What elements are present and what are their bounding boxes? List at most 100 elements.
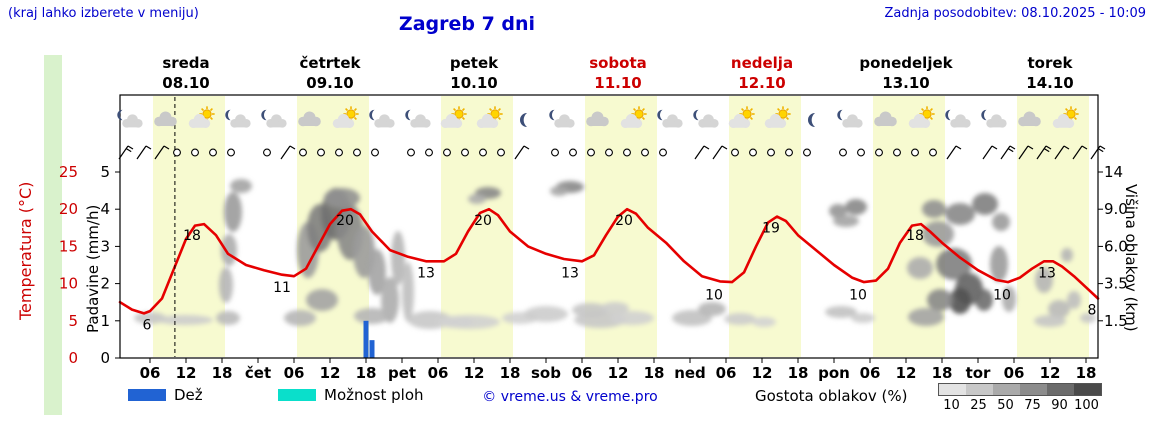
wind-calm-icon	[659, 148, 667, 157]
showers-swatch	[278, 389, 316, 401]
cloud-height-tick: 1.5	[1104, 312, 1128, 330]
wind-calm-icon	[605, 148, 613, 157]
hour-tick: 06	[284, 364, 305, 382]
wind-calm-icon	[767, 148, 775, 157]
density-value: 25	[970, 398, 987, 413]
day-abbr-tick: tor	[966, 364, 991, 382]
rain-bar	[363, 320, 369, 358]
cloud-cover-layer	[134, 179, 1096, 329]
wind-calm-icon	[317, 148, 325, 157]
density-swatch	[966, 384, 993, 395]
day-date[interactable]: 11.10	[594, 74, 641, 92]
density-value: 50	[997, 398, 1014, 413]
density-swatch	[1047, 384, 1074, 395]
hour-tick: 12	[608, 364, 629, 382]
wind-calm-icon	[857, 148, 865, 157]
wind-barb	[514, 145, 530, 160]
wind-barb	[1054, 145, 1070, 160]
wind-calm-icon	[191, 148, 199, 157]
moon-cloud-icon	[657, 109, 683, 128]
day-abbr-tick: čet	[245, 364, 271, 382]
cloud-icon	[154, 111, 177, 127]
wind-calm-icon	[263, 148, 271, 157]
temp-value-label: 13	[1038, 265, 1056, 281]
cloud-icon	[586, 111, 609, 127]
cloud-density-values: 10 25 50 75 90 100	[938, 398, 1100, 413]
wind-calm-icon	[839, 148, 847, 157]
wind-calm-icon	[227, 148, 235, 157]
day-date[interactable]: 13.10	[882, 74, 929, 92]
wind-calm-icon	[587, 148, 595, 157]
wind-calm-icon	[209, 148, 217, 157]
day-name[interactable]: četrtek	[300, 54, 362, 72]
hour-tick: 18	[500, 364, 521, 382]
cloud-icon	[298, 111, 321, 127]
cloud-icon	[874, 111, 897, 127]
temp-value-label: 20	[474, 213, 492, 229]
day-date[interactable]: 10.10	[450, 74, 497, 92]
wind-calm-icon	[497, 148, 505, 157]
day-name[interactable]: nedelja	[731, 54, 793, 72]
hour-tick: 06	[428, 364, 449, 382]
moon-cloud-icon	[261, 109, 287, 128]
wind-calm-icon	[749, 148, 757, 157]
cloud-height-tick: 6.0	[1104, 237, 1128, 255]
density-swatch	[993, 384, 1020, 395]
density-swatch	[1074, 384, 1101, 395]
hour-tick: 18	[932, 364, 953, 382]
day-name[interactable]: petek	[450, 54, 499, 72]
wind-calm-icon	[371, 148, 379, 157]
hour-tick: 06	[716, 364, 737, 382]
sun-cloud-icon	[620, 106, 647, 128]
wind-barb	[694, 145, 710, 160]
wind-calm-icon	[803, 148, 811, 157]
precip-tick: 4	[100, 200, 110, 218]
day-name[interactable]: torek	[1027, 54, 1073, 72]
temp-value-label: 10	[849, 288, 867, 304]
wind-barb	[712, 145, 728, 160]
day-abbr-tick: pon	[818, 364, 850, 382]
day-date[interactable]: 12.10	[738, 74, 785, 92]
wind-calm-icon	[479, 148, 487, 157]
moon-cloud-icon	[369, 109, 395, 128]
temperature-curve	[118, 207, 1100, 315]
copyright-link[interactable]: © vreme.us & vreme.pro	[482, 389, 658, 405]
temp-tick: 15	[59, 237, 78, 255]
temp-value-label: 6	[143, 317, 152, 333]
wind-calm-icon	[875, 148, 883, 157]
temp-tick: 25	[59, 163, 78, 181]
day-abbr-tick: pet	[388, 364, 416, 382]
temp-tick: 10	[59, 275, 78, 293]
wind-calm-icon	[623, 148, 631, 157]
sun-cloud-icon	[908, 106, 935, 128]
temp-tick: 0	[68, 349, 78, 367]
wind-calm-icon	[569, 148, 577, 157]
density-swatch	[939, 384, 966, 395]
hour-tick: 06	[140, 364, 161, 382]
day-date[interactable]: 08.10	[162, 74, 209, 92]
moon-cloud-icon	[945, 109, 971, 128]
daylight-band	[441, 96, 513, 357]
hour-tick: 12	[896, 364, 917, 382]
moon-cloud-icon	[405, 109, 431, 128]
moon-cloud-icon	[549, 109, 575, 128]
day-name[interactable]: sreda	[162, 54, 209, 72]
wind-calm-icon	[443, 148, 451, 157]
temp-value-label: 20	[615, 213, 633, 229]
day-date[interactable]: 09.10	[306, 74, 353, 92]
day-date[interactable]: 14.10	[1026, 74, 1073, 92]
density-value: 10	[943, 398, 960, 413]
wind-calm-icon	[461, 148, 469, 157]
moon-icon	[520, 113, 527, 127]
day-name[interactable]: sobota	[589, 54, 647, 72]
rain-bar	[369, 340, 375, 358]
hour-tick: 06	[1004, 364, 1025, 382]
hour-tick: 12	[464, 364, 485, 382]
sun-cloud-icon	[728, 106, 755, 128]
hour-tick: 06	[572, 364, 593, 382]
cloud-icon	[1018, 111, 1041, 127]
density-value: 75	[1024, 398, 1041, 413]
day-name[interactable]: ponedeljek	[859, 54, 953, 72]
rain-label: Dež	[174, 386, 203, 404]
